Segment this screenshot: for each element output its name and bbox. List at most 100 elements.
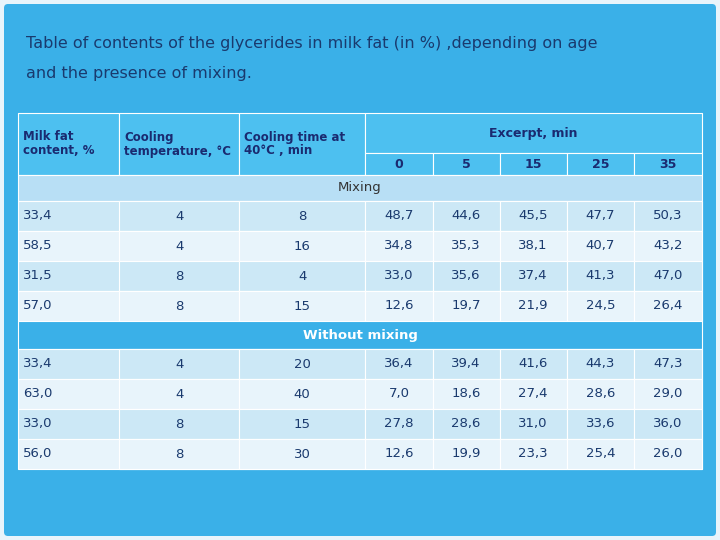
Text: 18,6: 18,6: [451, 388, 481, 401]
Bar: [18, 291, 702, 321]
Text: Cooling: Cooling: [125, 131, 174, 144]
Text: content, %: content, %: [23, 145, 94, 158]
Bar: [239, 113, 366, 175]
Text: 33,4: 33,4: [23, 210, 53, 222]
Text: 36,4: 36,4: [384, 357, 414, 370]
Bar: [500, 349, 567, 379]
Bar: [433, 291, 500, 321]
Text: 58,5: 58,5: [23, 240, 53, 253]
Bar: [239, 439, 366, 469]
Bar: [634, 409, 702, 439]
Text: 37,4: 37,4: [518, 269, 548, 282]
Bar: [634, 231, 702, 261]
Bar: [120, 439, 239, 469]
Text: 35,3: 35,3: [451, 240, 481, 253]
Text: 23,3: 23,3: [518, 448, 548, 461]
Text: 48,7: 48,7: [384, 210, 414, 222]
Text: Mixing: Mixing: [338, 181, 382, 194]
Text: 41,3: 41,3: [585, 269, 615, 282]
Bar: [500, 409, 567, 439]
Text: 26,4: 26,4: [654, 300, 683, 313]
Bar: [120, 291, 239, 321]
Text: 8: 8: [175, 448, 184, 461]
Bar: [239, 409, 366, 439]
Text: 7,0: 7,0: [389, 388, 410, 401]
Text: 43,2: 43,2: [653, 240, 683, 253]
Bar: [567, 201, 634, 231]
Bar: [18, 113, 120, 175]
Bar: [567, 409, 634, 439]
Text: 28,6: 28,6: [586, 388, 615, 401]
Text: 19,7: 19,7: [451, 300, 481, 313]
Bar: [500, 439, 567, 469]
Bar: [239, 379, 366, 409]
Text: 63,0: 63,0: [23, 388, 53, 401]
Bar: [500, 261, 567, 291]
Bar: [500, 291, 567, 321]
Bar: [366, 231, 433, 261]
Text: 35: 35: [660, 158, 677, 171]
Text: 33,0: 33,0: [384, 269, 414, 282]
Bar: [567, 291, 634, 321]
Text: 57,0: 57,0: [23, 300, 53, 313]
Text: 36,0: 36,0: [654, 417, 683, 430]
Text: 38,1: 38,1: [518, 240, 548, 253]
Text: 8: 8: [175, 417, 184, 430]
Text: 8: 8: [298, 210, 307, 222]
Text: 39,4: 39,4: [451, 357, 481, 370]
Bar: [433, 153, 500, 175]
Text: 4: 4: [175, 240, 184, 253]
Bar: [239, 231, 366, 261]
Text: 47,7: 47,7: [585, 210, 615, 222]
Text: 29,0: 29,0: [654, 388, 683, 401]
Bar: [120, 113, 239, 175]
Bar: [433, 439, 500, 469]
Bar: [500, 153, 567, 175]
Bar: [500, 201, 567, 231]
Bar: [433, 409, 500, 439]
Text: 30: 30: [294, 448, 310, 461]
Text: 40,7: 40,7: [586, 240, 615, 253]
Text: 31,0: 31,0: [518, 417, 548, 430]
Bar: [18, 201, 702, 231]
Text: 16: 16: [294, 240, 310, 253]
Text: temperature, °C: temperature, °C: [125, 145, 231, 158]
Bar: [433, 231, 500, 261]
Bar: [18, 349, 702, 379]
Bar: [18, 113, 702, 175]
Bar: [567, 231, 634, 261]
Text: 47,0: 47,0: [654, 269, 683, 282]
Text: 5: 5: [462, 158, 470, 171]
Bar: [500, 231, 567, 261]
Bar: [18, 379, 702, 409]
Text: 28,6: 28,6: [451, 417, 481, 430]
Bar: [433, 349, 500, 379]
Text: 27,4: 27,4: [518, 388, 548, 401]
Bar: [120, 231, 239, 261]
Bar: [634, 153, 702, 175]
Bar: [120, 379, 239, 409]
Bar: [634, 291, 702, 321]
Text: Cooling time at: Cooling time at: [244, 131, 345, 144]
Bar: [366, 379, 433, 409]
Bar: [567, 439, 634, 469]
Bar: [239, 291, 366, 321]
Text: 35,6: 35,6: [451, 269, 481, 282]
Text: 33,4: 33,4: [23, 357, 53, 370]
Text: Excerpt, min: Excerpt, min: [490, 126, 578, 139]
Text: 41,6: 41,6: [518, 357, 548, 370]
Bar: [500, 379, 567, 409]
Text: 45,5: 45,5: [518, 210, 548, 222]
Text: 33,0: 33,0: [23, 417, 53, 430]
Text: 33,6: 33,6: [585, 417, 615, 430]
Bar: [366, 113, 702, 153]
Text: 4: 4: [175, 357, 184, 370]
Bar: [634, 201, 702, 231]
Bar: [366, 439, 433, 469]
Bar: [366, 153, 433, 175]
Bar: [120, 349, 239, 379]
Text: 40°C , min: 40°C , min: [244, 145, 312, 158]
Bar: [366, 261, 433, 291]
Bar: [366, 349, 433, 379]
Text: 4: 4: [298, 269, 307, 282]
